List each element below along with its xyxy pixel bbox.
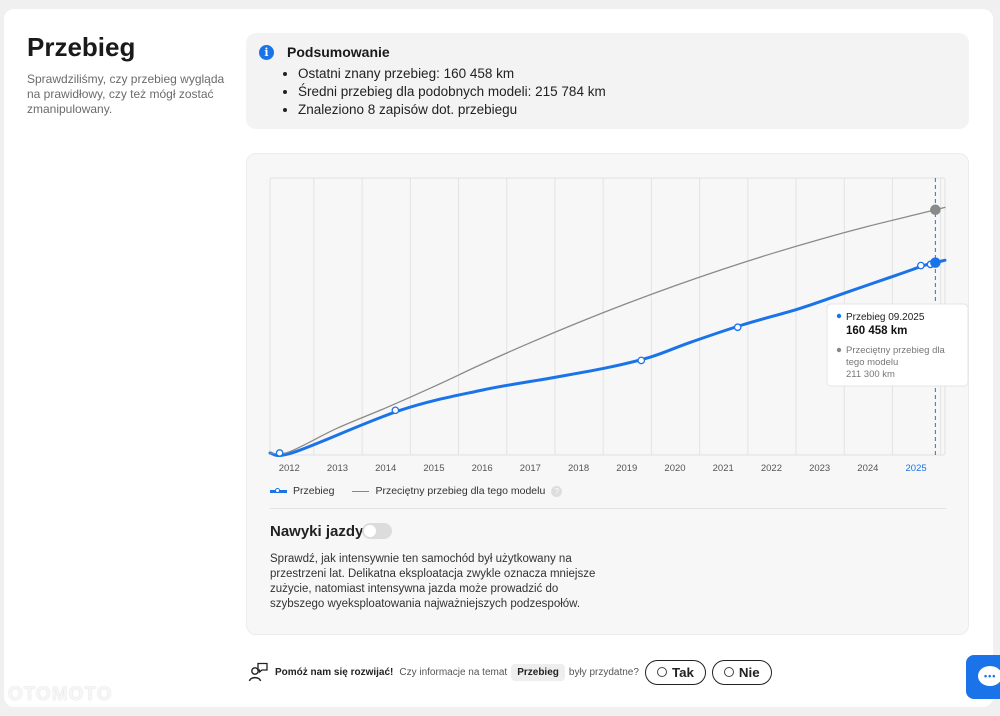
legend-label-mileage: Przebieg: [293, 485, 335, 497]
feedback-bar: Pomóż nam się rozwijać! Czy informacje n…: [248, 659, 772, 685]
x-tick-label: 2019: [616, 463, 637, 474]
chat-dots: •••: [984, 671, 997, 681]
feedback-topic-tag: Przebieg: [511, 663, 565, 681]
page-title: Przebieg: [27, 32, 136, 62]
x-tick-label: 2013: [327, 463, 348, 474]
data-point-average: [930, 204, 941, 216]
x-tick-label: 2012: [279, 463, 300, 474]
tooltip-dot-average: [836, 347, 842, 353]
data-point-mileage: [637, 356, 646, 365]
feedback-no-label: Nie: [738, 664, 760, 680]
divider: [270, 508, 946, 509]
toggle-knob: [364, 525, 376, 537]
legend-item-mileage[interactable]: Przebieg: [270, 485, 334, 497]
feedback-question-pre: Czy informacje na temat: [399, 666, 508, 678]
x-tick-label: 2021: [713, 463, 734, 474]
x-tick-label: 2025: [906, 463, 927, 474]
tooltip-box: [826, 303, 969, 387]
chart-panel: 2012 2013 2014 2015 2016 2017 2018 2019 2020 2021…: [246, 153, 969, 635]
x-tick-label: 2022: [761, 463, 782, 474]
driving-habits-toggle[interactable]: [362, 523, 392, 539]
legend-item-average[interactable]: Przeciętny przebieg dla tego modelu ?: [352, 485, 563, 497]
data-point-mileage: [275, 449, 284, 457]
feedback-no-button[interactable]: Nie: [711, 659, 772, 685]
summary-item-last-mileage: Ostatni znany przebieg: 160 458 km: [298, 65, 606, 83]
chart-tooltip: Przebieg 09.2025 160 458 km Przeciętny prz…: [826, 303, 969, 387]
tooltip-secondary-label: Przeciętny przebieg dla: [846, 345, 945, 356]
tooltip-title: Przebieg 09.2025: [846, 312, 925, 323]
legend-swatch-average: [352, 490, 370, 492]
summary-item-average-mileage: Średni przebieg dla podobnych modeli: 21…: [298, 83, 606, 101]
x-tick-label: 2016: [472, 463, 493, 474]
x-tick-label: 2023: [809, 463, 830, 474]
feedback-person-icon: [248, 662, 268, 682]
data-point-mileage: [733, 323, 742, 332]
driving-habits-title: Nawyki jazdy: [270, 523, 364, 540]
tooltip-value: 160 458 km: [846, 325, 907, 337]
watermark-logo: OTOMOTO: [8, 684, 113, 705]
x-tick-label: 2015: [423, 463, 444, 474]
help-icon[interactable]: ?: [551, 485, 563, 497]
info-icon: i: [259, 45, 274, 60]
tooltip-secondary-value: 211 300 km: [846, 369, 895, 380]
frown-icon: [723, 667, 734, 677]
series-line-mileage: [268, 258, 947, 458]
summary-box: i Podsumowanie Ostatni znany przebieg: 1…: [246, 33, 969, 129]
driving-habits-text: Sprawdź, jak intensywnie ten samochód by…: [270, 553, 596, 610]
smile-icon: [656, 667, 667, 677]
x-tick-label: 2018: [568, 463, 589, 474]
mileage-chart[interactable]: 2012 2013 2014 2015 2016 2017 2018 2019 2020 2021…: [247, 154, 970, 474]
data-point-mileage: [391, 406, 400, 415]
x-tick-label: 2020: [664, 463, 685, 474]
summary-title: Podsumowanie: [287, 44, 390, 60]
feedback-yes-button[interactable]: Tak: [644, 659, 706, 685]
tooltip-dot-mileage: [836, 313, 842, 319]
series-line-average: [269, 206, 946, 455]
tooltip-secondary-label: tego modelu: [846, 357, 898, 368]
data-point-mileage: [930, 257, 941, 268]
feedback-yes-label: Tak: [671, 664, 694, 680]
x-tick-label: 2024: [857, 463, 878, 474]
chat-button[interactable]: •••: [966, 655, 1000, 699]
chat-icon: [978, 666, 1000, 686]
summary-item-records-count: Znaleziono 8 zapisów dot. przebiegu: [298, 101, 606, 119]
page-description: Sprawdziliśmy, czy przebieg wygląda na p…: [27, 72, 225, 116]
summary-list: Ostatni znany przebieg: 160 458 km Średn…: [298, 65, 606, 119]
feedback-cta: Pomóż nam się rozwijać!: [275, 666, 394, 678]
data-point-mileage: [917, 261, 925, 270]
x-tick-label: 2014: [375, 463, 396, 474]
chart-legend: Przebieg Przeciętny przebieg dla tego mo…: [270, 484, 580, 498]
feedback-question-post: były przydatne?: [568, 666, 639, 678]
x-tick-label: 2017: [520, 463, 541, 474]
legend-label-average: Przeciętny przebieg dla tego modelu: [375, 485, 546, 497]
legend-swatch-mileage: [270, 487, 287, 493]
